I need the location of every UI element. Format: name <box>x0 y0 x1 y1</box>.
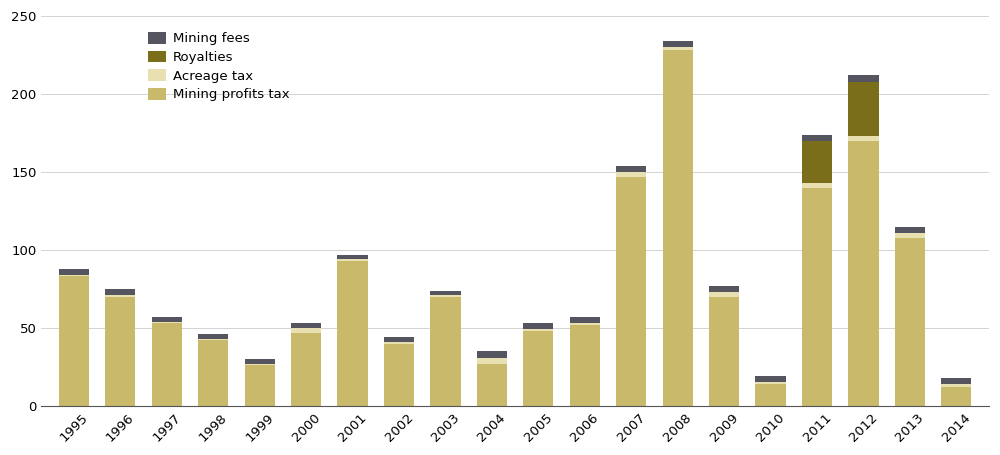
Bar <box>941 378 971 384</box>
Bar <box>384 342 414 344</box>
Bar <box>570 317 600 323</box>
Bar <box>152 323 182 406</box>
Bar <box>709 292 739 297</box>
Bar <box>245 364 275 365</box>
Bar <box>59 269 89 275</box>
Bar <box>59 275 89 277</box>
Bar <box>895 227 925 233</box>
Bar <box>523 323 553 329</box>
Bar <box>755 376 786 383</box>
Bar <box>848 76 879 81</box>
Bar <box>105 295 135 297</box>
Bar <box>523 331 553 406</box>
Bar <box>477 351 507 358</box>
Bar <box>663 41 693 47</box>
Bar <box>337 255 368 259</box>
Bar <box>941 384 971 387</box>
Bar <box>245 359 275 364</box>
Bar <box>570 323 600 325</box>
Bar <box>291 328 321 333</box>
Bar <box>59 277 89 406</box>
Bar <box>616 177 646 406</box>
Bar <box>895 238 925 406</box>
Bar <box>709 297 739 406</box>
Bar <box>384 344 414 406</box>
Bar <box>616 166 646 172</box>
Bar <box>848 141 879 406</box>
Bar <box>105 289 135 295</box>
Bar <box>570 325 600 406</box>
Bar <box>152 322 182 323</box>
Bar <box>477 358 507 364</box>
Bar <box>848 136 879 141</box>
Bar <box>802 141 832 183</box>
Bar <box>477 364 507 406</box>
Bar <box>198 339 228 340</box>
Bar <box>755 383 786 384</box>
Bar <box>523 329 553 331</box>
Bar <box>848 81 879 136</box>
Bar <box>337 261 368 406</box>
Bar <box>802 135 832 141</box>
Bar <box>105 297 135 406</box>
Bar <box>384 337 414 342</box>
Bar <box>755 384 786 406</box>
Bar <box>663 51 693 406</box>
Bar <box>802 187 832 406</box>
Bar <box>245 365 275 406</box>
Bar <box>895 233 925 238</box>
Bar <box>802 183 832 187</box>
Bar <box>430 290 461 295</box>
Bar <box>616 172 646 177</box>
Bar <box>152 317 182 322</box>
Bar <box>941 387 971 406</box>
Legend: Mining fees, Royalties, Acreage tax, Mining profits tax: Mining fees, Royalties, Acreage tax, Min… <box>143 26 295 106</box>
Bar <box>337 259 368 261</box>
Bar <box>663 47 693 51</box>
Bar <box>291 333 321 406</box>
Bar <box>430 295 461 297</box>
Bar <box>291 323 321 328</box>
Bar <box>198 334 228 339</box>
Bar <box>709 286 739 292</box>
Bar <box>198 340 228 406</box>
Bar <box>430 297 461 406</box>
